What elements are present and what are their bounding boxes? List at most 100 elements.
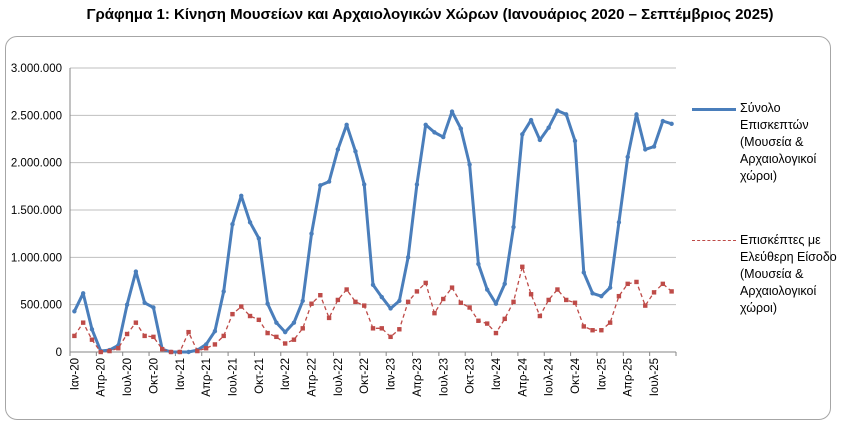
data-point (502, 316, 507, 322)
data-point (467, 162, 472, 167)
data-point (80, 320, 86, 325)
data-point (581, 270, 586, 275)
data-point (212, 342, 218, 347)
x-tick-label: Ιαν-24 (491, 357, 503, 390)
data-point (590, 328, 595, 333)
y-axis-ticks: 0 500.000 1.000.000 1.500.000 2.000.000 2.500… (11, 63, 62, 359)
data-point (546, 125, 551, 130)
data-point (124, 331, 130, 337)
y-tick-label: 500.000 (20, 300, 62, 312)
series-layer (72, 108, 674, 355)
data-point (537, 313, 543, 319)
data-point (555, 108, 560, 113)
data-point (335, 147, 341, 152)
data-point (388, 334, 393, 340)
x-tick-label: Απρ-24 (517, 357, 529, 396)
data-point (203, 342, 209, 347)
data-point (449, 285, 455, 290)
data-point (151, 334, 156, 340)
data-point (142, 300, 147, 305)
data-point (300, 298, 305, 304)
data-point (291, 320, 297, 325)
data-point (423, 280, 428, 286)
data-point (634, 279, 639, 285)
data-point (221, 333, 226, 339)
data-point (449, 109, 455, 114)
x-tick-label: Ιαν-23 (386, 358, 398, 390)
data-point (124, 302, 130, 307)
data-point (186, 349, 191, 355)
data-point (300, 326, 305, 331)
data-point (256, 236, 262, 241)
data-point (537, 137, 543, 143)
y-tick-label: 2.000.000 (11, 158, 62, 170)
x-tick-label: Ιαν-22 (280, 358, 292, 390)
data-point (397, 298, 402, 304)
y-tick-label: 0 (56, 347, 62, 359)
data-point (564, 112, 569, 117)
data-point (599, 328, 604, 333)
x-tick-label: Ιουλ-21 (227, 358, 239, 396)
data-point (265, 301, 270, 306)
data-point (239, 193, 244, 198)
data-point (142, 333, 147, 339)
x-tick-label: Ιαν-21 (175, 358, 187, 390)
data-point (98, 349, 103, 355)
data-point (564, 297, 569, 303)
data-point (599, 293, 604, 299)
data-point (414, 182, 420, 187)
y-tick-label: 1.000.000 (11, 252, 62, 264)
data-point (467, 305, 472, 310)
data-point (212, 328, 218, 334)
x-tick-label: Απρ-21 (201, 358, 213, 397)
data-point (379, 294, 384, 300)
x-tick-label: Ιουλ-24 (544, 357, 556, 396)
data-point (493, 330, 499, 336)
data-point (476, 261, 481, 267)
data-point (616, 220, 622, 225)
x-tick-label: Ιαν-25 (596, 358, 608, 390)
data-point (379, 326, 384, 331)
data-point (634, 112, 639, 117)
data-point (458, 300, 464, 305)
data-point (590, 291, 595, 296)
data-point (458, 126, 464, 131)
legend-label-free: Επισκέπτες με Ελεύθερη Είσοδο (Μουσεία &… (740, 233, 837, 315)
data-point (318, 293, 323, 298)
data-point (405, 299, 411, 305)
data-point (282, 341, 288, 346)
data-point (660, 118, 666, 124)
x-tick-label: Απρ-25 (623, 358, 635, 397)
data-point (643, 303, 648, 308)
data-point (151, 305, 156, 310)
x-tick-label: Ιουλ-22 (333, 358, 345, 396)
y-tick-label: 3.000.000 (11, 63, 62, 75)
data-point (116, 346, 121, 351)
data-point (484, 287, 490, 292)
data-point (247, 220, 253, 225)
x-tick-label: Ιαν-20 (69, 358, 81, 390)
data-point (265, 330, 270, 336)
data-point (221, 289, 226, 294)
data-point (203, 346, 209, 351)
data-point (72, 309, 77, 314)
data-point (256, 317, 262, 323)
data-point (607, 320, 613, 325)
data-point (326, 315, 332, 321)
data-point (282, 329, 288, 335)
data-point (414, 289, 420, 294)
x-tick-label: Απρ-22 (307, 358, 319, 397)
data-point (80, 291, 86, 296)
data-point (432, 310, 437, 316)
data-point (230, 311, 235, 317)
data-point (370, 282, 376, 287)
data-point (546, 297, 551, 303)
data-point (555, 287, 560, 292)
series-line-total (73, 109, 673, 354)
data-point (230, 222, 235, 227)
data-point (133, 269, 139, 274)
data-point (581, 324, 586, 329)
data-point (274, 334, 279, 340)
data-point (502, 281, 507, 287)
